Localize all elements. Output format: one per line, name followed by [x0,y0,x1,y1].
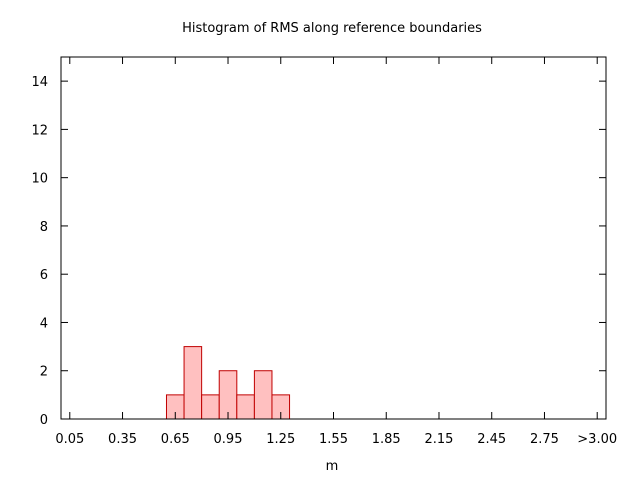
chart-title: Histogram of RMS along reference boundar… [182,21,482,36]
y-tick-label: 10 [31,172,48,187]
x-axis-label: m [326,459,339,474]
x-tick-label: 1.55 [319,432,348,447]
x-tick-label: 0.95 [214,432,243,447]
x-tick-label: 1.25 [266,432,295,447]
y-tick-label: 14 [31,75,48,90]
x-tick-label: 2.45 [477,432,506,447]
y-tick-label: 6 [40,268,48,283]
histogram-bar [236,394,255,420]
histogram-bar [218,370,238,420]
y-tick-label: 8 [40,220,48,235]
x-tick-label: 2.75 [530,432,559,447]
x-axis: 0.05 0.35 0.65 0.95 1.25 1.55 1.85 2.15 2.45 2.75… [55,57,617,447]
plot-frame [60,56,607,420]
y-tick-label: 2 [40,365,48,380]
bars-group [165,346,291,420]
histogram-bar [183,346,203,420]
y-axis: 0 2 4 6 8 10 12 14 [31,75,606,428]
x-tick-label: 2.15 [425,432,454,447]
x-tick-label: 0.35 [108,432,137,447]
y-tick-label: 12 [31,123,48,138]
x-tick-label: >3.00 [577,432,617,447]
x-tick-label: 0.65 [161,432,190,447]
y-tick-label: 4 [40,316,48,331]
y-tick-label: 0 [40,413,48,428]
x-tick-label: 1.85 [372,432,401,447]
x-tick-label: 0.05 [55,432,84,447]
histogram-bar [201,394,220,420]
histogram-bar [253,370,273,420]
